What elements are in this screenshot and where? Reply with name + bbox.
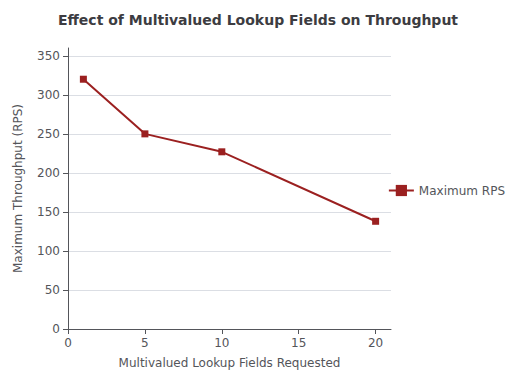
svg-text:50: 50 bbox=[45, 283, 60, 297]
svg-text:200: 200 bbox=[37, 166, 60, 180]
svg-text:250: 250 bbox=[37, 127, 60, 141]
svg-text:0: 0 bbox=[64, 336, 72, 350]
svg-text:Effect of Multivalued Lookup F: Effect of Multivalued Lookup Fields on T… bbox=[58, 12, 458, 28]
svg-text:Maximum RPS: Maximum RPS bbox=[419, 184, 505, 198]
svg-text:5: 5 bbox=[141, 336, 149, 350]
svg-text:300: 300 bbox=[37, 88, 60, 102]
svg-text:Maximum Throughput (RPS): Maximum Throughput (RPS) bbox=[11, 104, 25, 273]
svg-text:10: 10 bbox=[214, 336, 229, 350]
svg-text:150: 150 bbox=[37, 205, 60, 219]
svg-text:100: 100 bbox=[37, 244, 60, 258]
svg-text:0: 0 bbox=[52, 322, 60, 336]
svg-text:350: 350 bbox=[37, 49, 60, 63]
svg-text:20: 20 bbox=[368, 336, 383, 350]
svg-text:Multivalued Lookup Fields Requ: Multivalued Lookup Fields Requested bbox=[119, 356, 341, 370]
svg-text:15: 15 bbox=[291, 336, 306, 350]
